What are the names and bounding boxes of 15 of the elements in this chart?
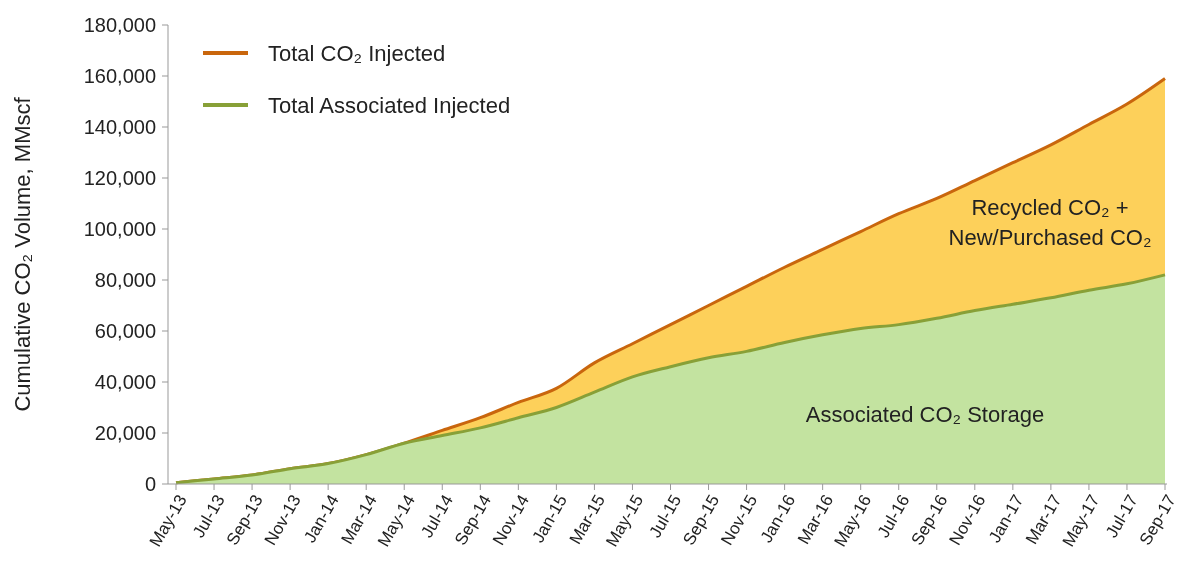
annotation: Recycled CO₂ + New/Purchased CO₂: [948, 195, 1152, 250]
y-tick-label: 60,000: [94, 320, 156, 342]
legend-label: Total Associated Injected: [268, 92, 511, 118]
y-tick-label: 100,000: [83, 218, 156, 240]
y-tick-label: 80,000: [94, 269, 156, 291]
y-tick-label: 180,000: [83, 14, 156, 36]
y-tick-label: 140,000: [83, 116, 156, 138]
y-axis-title: Cumulative CO₂ Volume, MMscf: [10, 96, 35, 412]
y-tick-label: 0: [144, 473, 156, 495]
legend-label: Total CO₂ Injected: [268, 40, 446, 66]
annotation: Associated CO₂ Storage: [805, 402, 1045, 427]
y-tick-label: 160,000: [83, 65, 156, 87]
y-tick-label: 40,000: [94, 371, 156, 393]
y-tick-label: 20,000: [94, 422, 156, 444]
y-tick-label: 120,000: [83, 167, 156, 189]
